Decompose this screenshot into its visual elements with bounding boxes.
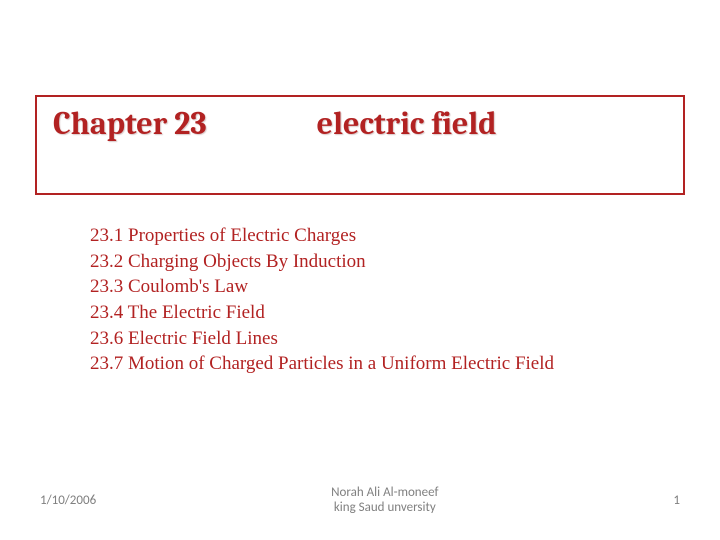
footer-author: Norah Ali Al-moneef king Saud unversity xyxy=(96,485,673,516)
title-row: Chapter 23 electric field xyxy=(53,105,667,142)
content-item: 23.1 Properties of Electric Charges xyxy=(90,223,680,249)
author-line-1: Norah Ali Al-moneef xyxy=(96,485,673,501)
content-item: 23.3 Coulomb's Law xyxy=(90,274,680,300)
topic-title: electric field xyxy=(317,105,497,142)
title-box: Chapter 23 electric field xyxy=(35,95,685,195)
footer: 1/10/2006 Norah Ali Al-moneef king Saud … xyxy=(0,485,720,516)
chapter-title: Chapter 23 xyxy=(53,105,207,142)
footer-page: 1 xyxy=(673,493,680,508)
content-item: 23.2 Charging Objects By Induction xyxy=(90,249,680,275)
footer-date: 1/10/2006 xyxy=(40,493,96,508)
content-item: 23.6 Electric Field Lines xyxy=(90,326,680,352)
content-item: 23.4 The Electric Field xyxy=(90,300,680,326)
author-line-2: king Saud unversity xyxy=(96,500,673,516)
contents-list: 23.1 Properties of Electric Charges 23.2… xyxy=(90,223,680,377)
content-item: 23.7 Motion of Charged Particles in a Un… xyxy=(90,351,680,377)
